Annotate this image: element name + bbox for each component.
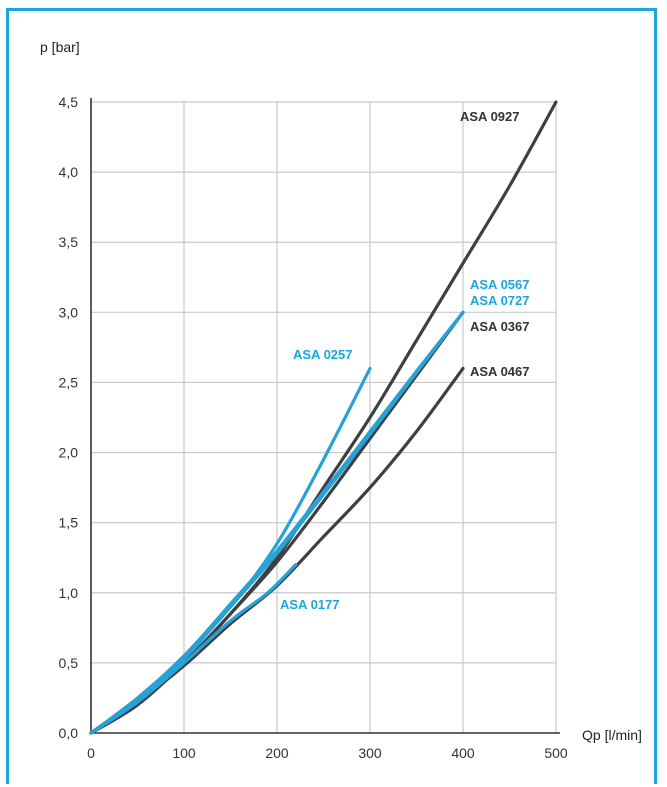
- chart-frame: [6, 8, 657, 784]
- y-tick-label: 0,0: [59, 725, 79, 741]
- y-tick-label: 2,5: [59, 374, 79, 390]
- grid: [91, 101, 557, 733]
- series-line-asa-0927: [89, 100, 558, 735]
- x-tick-label: 0: [87, 745, 95, 761]
- series-label-asa-0257: ASA 0257: [293, 347, 353, 362]
- y-axis-label: p [bar]: [40, 39, 80, 55]
- y-tick-label: 0,5: [59, 655, 79, 671]
- y-tick-label: 4,5: [59, 94, 79, 110]
- y-tick-label: 4,0: [59, 164, 79, 180]
- y-tick-label: 1,5: [59, 515, 79, 531]
- y-tick-label: 1,0: [59, 585, 79, 601]
- x-tick-label: 100: [172, 745, 196, 761]
- x-tick-label: 400: [451, 745, 475, 761]
- y-tick-label: 3,5: [59, 234, 79, 250]
- series-lines: [89, 100, 558, 735]
- series-label-asa-0467: ASA 0467: [470, 364, 530, 379]
- series-line-asa-0177: [89, 563, 298, 735]
- x-axis-label: Qp [l/min]: [582, 727, 642, 743]
- axes: 0 100 200 300 400 500 0,0 0,5 1,0 1,5 2,0 2,5 3,0 3,5…: [59, 94, 568, 761]
- x-tick-label: 200: [265, 745, 289, 761]
- series-label-asa-0927: ASA 0927: [460, 109, 520, 124]
- y-tick-label: 3,0: [59, 304, 79, 320]
- x-tick-label: 500: [544, 745, 568, 761]
- series-label-asa-0367: ASA 0367: [470, 319, 530, 334]
- series-line-asa-0257: [89, 366, 372, 735]
- series-label-asa-0727: ASA 0727: [470, 293, 530, 308]
- series-label-asa-0567: ASA 0567: [470, 277, 530, 292]
- y-tick-label: 2,0: [59, 445, 79, 461]
- x-tick-label: 300: [358, 745, 382, 761]
- series-label-asa-0177: ASA 0177: [280, 597, 340, 612]
